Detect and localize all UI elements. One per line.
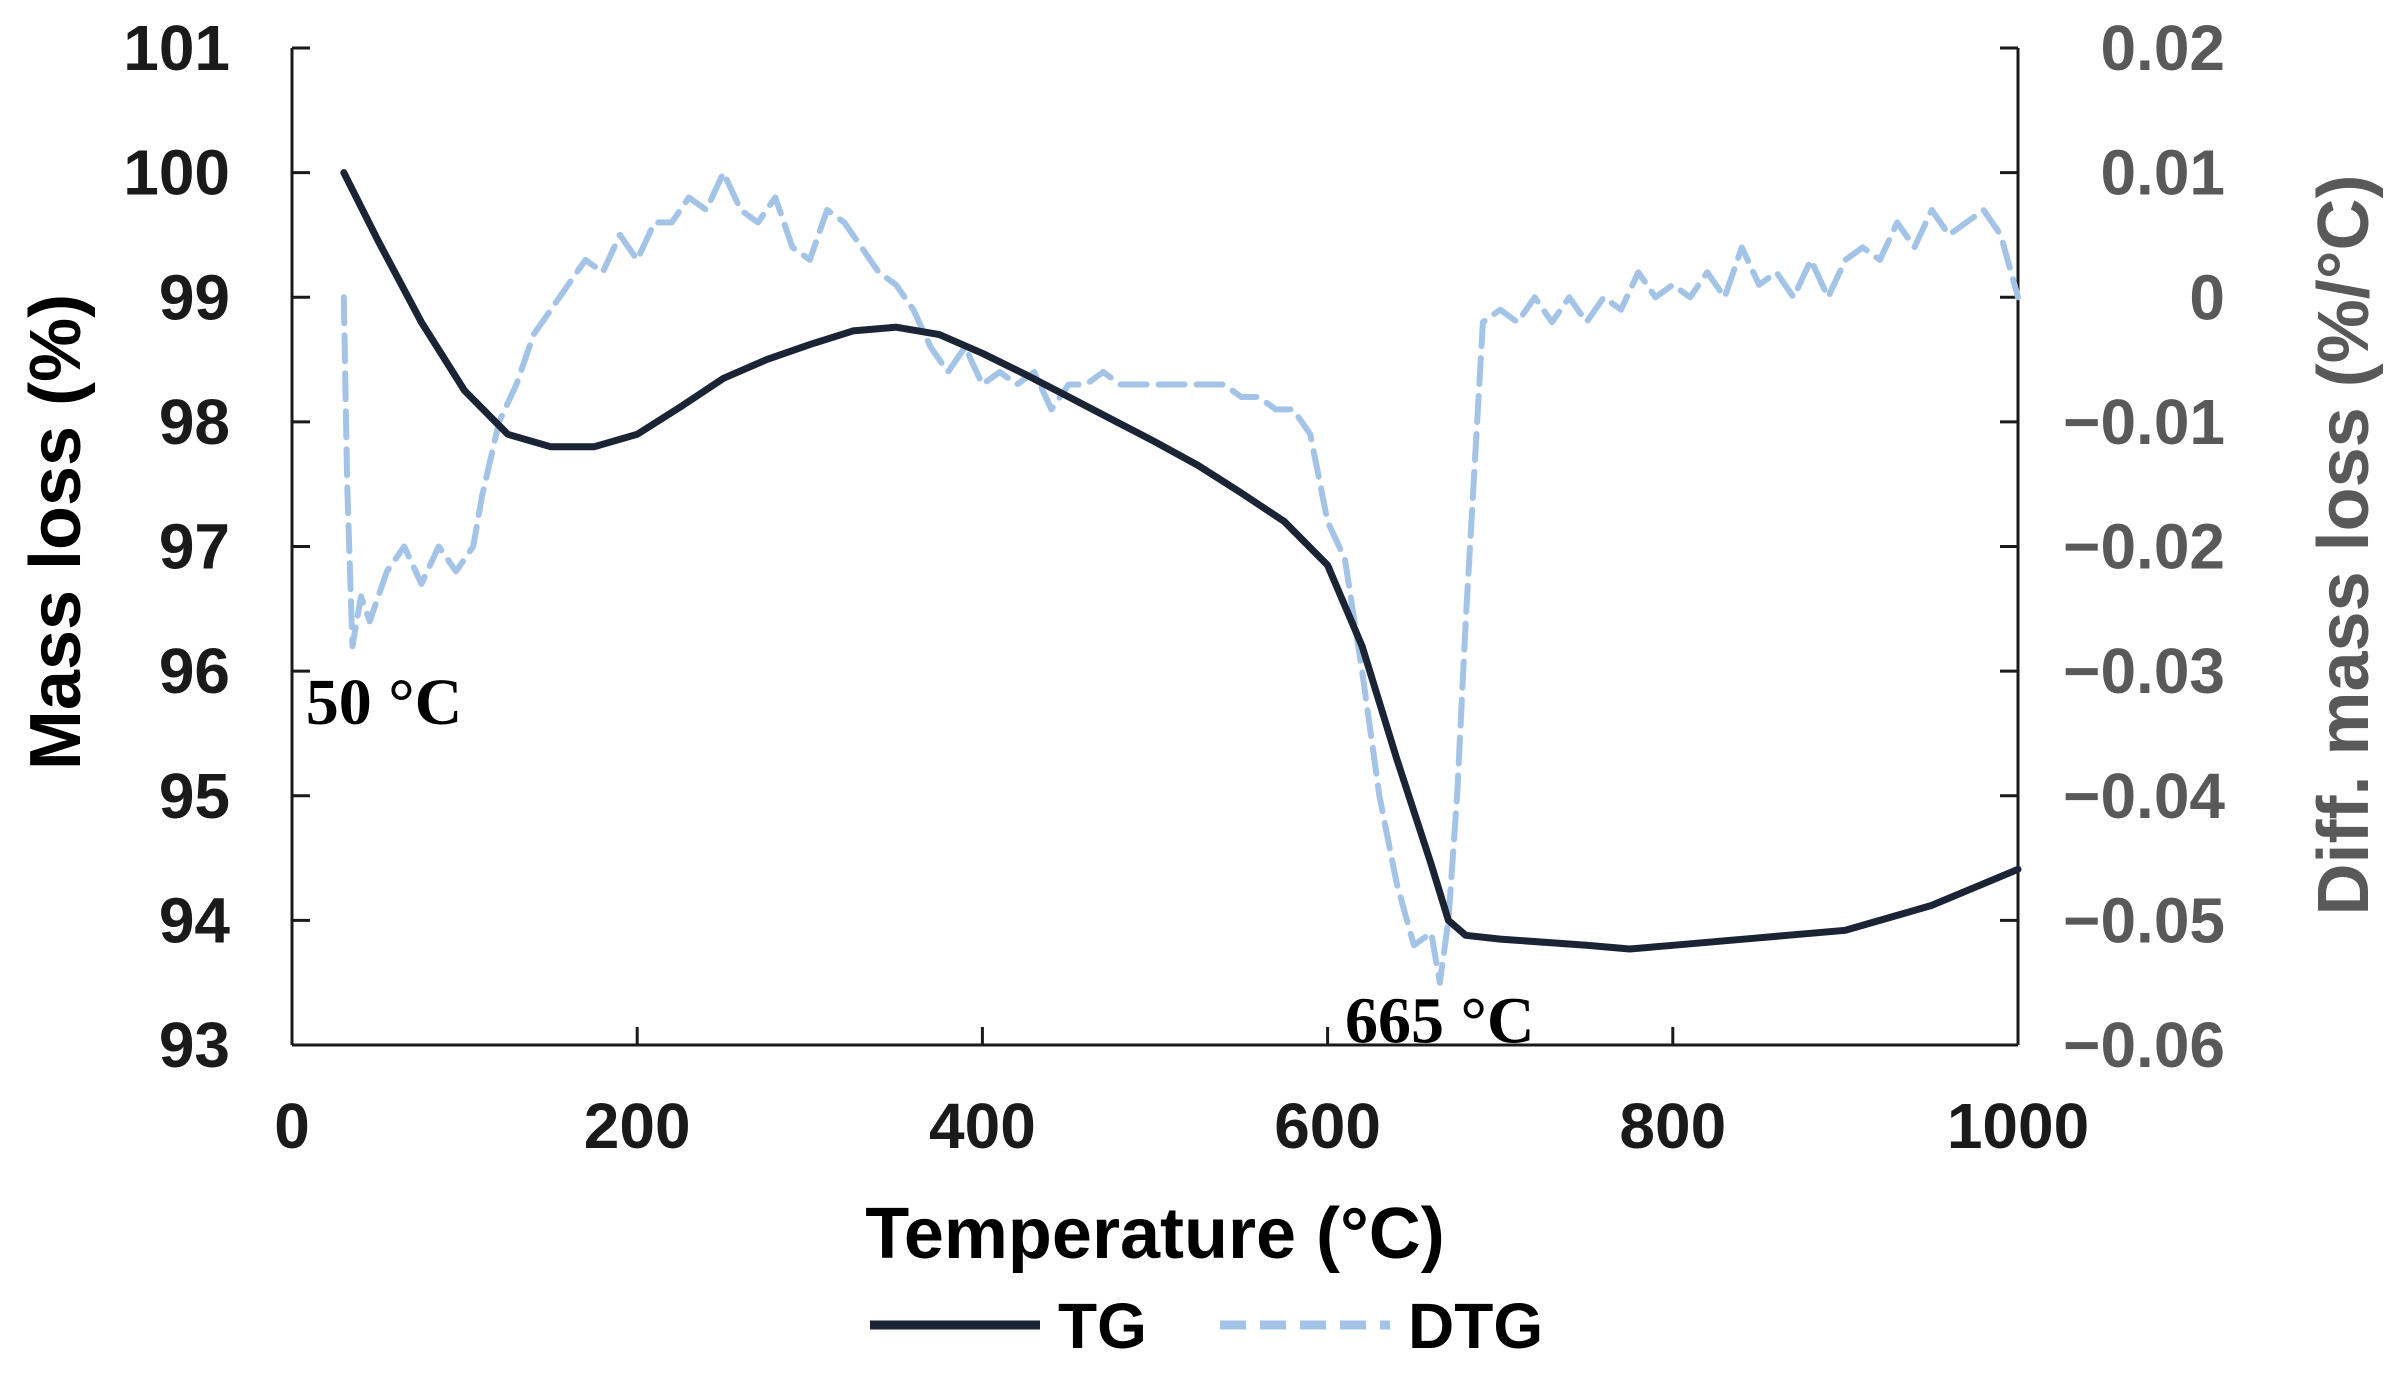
series-line-tg: [340, 169, 2022, 953]
x-tick-label: 800: [1619, 1090, 1726, 1162]
y-tick-label: 95: [159, 760, 230, 832]
y2-tick-label: −0.01: [2063, 386, 2225, 458]
y-tick-label: 99: [159, 261, 230, 333]
y2-tick-label: 0: [2189, 261, 2225, 333]
y-tick-label: 94: [159, 884, 231, 956]
x-tick-label: 200: [584, 1090, 691, 1162]
y2-tick-label: −0.02: [2063, 511, 2225, 583]
x-axis-title: Temperature (°C): [865, 1194, 1445, 1274]
annotation-665c: 665 °C: [1345, 985, 1535, 1058]
annotations: 50 °C 665 °C: [306, 666, 1535, 1057]
y-tick-label: 93: [159, 1009, 230, 1081]
series-layer: [340, 169, 2022, 986]
y2-tick-label: 0.02: [2100, 12, 2225, 84]
x-tick-label: 1000: [1947, 1090, 2089, 1162]
y-tick-label: 96: [159, 635, 230, 707]
legend: TG DTG: [870, 1290, 1543, 1362]
y2-tick-label: −0.04: [2063, 760, 2225, 832]
y-tick-label: 100: [123, 137, 230, 209]
y-tick-label: 101: [123, 12, 230, 84]
annotation-50c: 50 °C: [306, 666, 463, 739]
y2-axis-title: Diff. mass loss (%/°C): [2304, 175, 2384, 916]
y2-tick-label: −0.05: [2063, 884, 2225, 956]
axes: [290, 46, 2020, 1047]
series-line-dtg: [340, 169, 2021, 986]
y2-tick-label: 0.01: [2100, 137, 2225, 209]
y2-tick-label: −0.03: [2063, 635, 2225, 707]
y2-tick-label: −0.06: [2063, 1009, 2225, 1081]
y-tick-label: 98: [159, 386, 230, 458]
y-axis-title: Mass loss (%): [16, 294, 96, 770]
x-tick-label: 400: [929, 1090, 1036, 1162]
x-tick-label: 0: [274, 1090, 310, 1162]
x-tick-label: 600: [1274, 1090, 1381, 1162]
y-tick-label: 97: [159, 511, 230, 583]
tick-labels: 93 94 95 96 97 98 99 100 101 −0.06 −0.05 −0.04 −0.03…: [123, 12, 2225, 1162]
legend-label-dtg: DTG: [1408, 1290, 1543, 1362]
legend-label-tg: TG: [1058, 1290, 1147, 1362]
